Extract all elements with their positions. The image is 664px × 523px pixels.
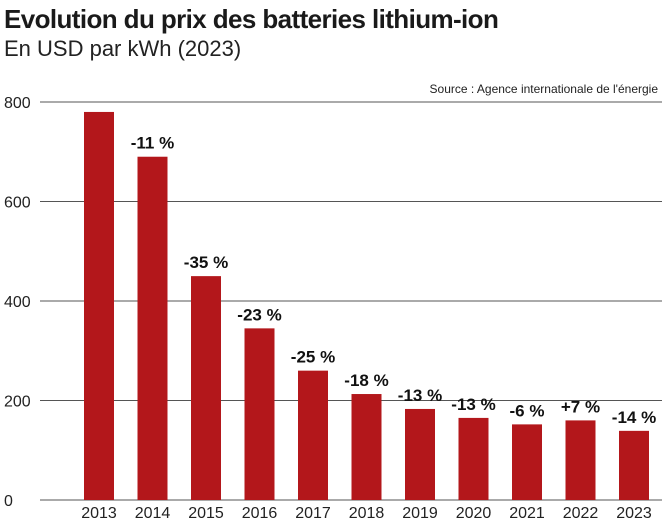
x-tick-label: 2015 xyxy=(188,505,224,522)
bar-2023 xyxy=(619,430,649,500)
chart-subtitle: En USD par kWh (2023) xyxy=(4,36,242,61)
bar-2014 xyxy=(137,156,168,500)
data-label: -35 % xyxy=(184,253,228,272)
data-labels: -11 % -35 % -23 % -25 % -18 % -13 % -13 % -6 % +… xyxy=(131,134,656,427)
bar-2020 xyxy=(458,417,489,500)
bar-2018 xyxy=(351,394,382,500)
data-label: -13 % xyxy=(398,386,442,405)
x-tick-label: 2023 xyxy=(616,505,652,522)
x-tick-label: 2019 xyxy=(402,505,438,522)
bar-2021 xyxy=(512,424,542,500)
bar-2013 xyxy=(84,111,114,500)
chart-title: Evolution du prix des batteries lithium-… xyxy=(4,4,499,34)
y-axis-ticks: 0 200 400 600 800 xyxy=(4,95,31,510)
x-tick-label: 2014 xyxy=(135,505,171,522)
x-tick-label: 2018 xyxy=(349,505,385,522)
bars xyxy=(84,111,649,500)
bar-2015 xyxy=(191,276,221,500)
x-tick-label: 2022 xyxy=(563,505,599,522)
data-label: -25 % xyxy=(291,348,335,367)
x-axis-ticks: 2013 2014 2015 2016 2017 2018 2019 2020 2021 2022… xyxy=(81,505,652,522)
bar-2022 xyxy=(565,420,596,500)
data-label: -23 % xyxy=(237,305,281,324)
x-tick-label: 2013 xyxy=(81,505,117,522)
x-tick-label: 2017 xyxy=(295,505,331,522)
data-label: -11 % xyxy=(131,134,174,153)
bar-2017 xyxy=(298,370,328,500)
x-tick-label: 2020 xyxy=(456,505,492,522)
data-label: -13 % xyxy=(451,395,495,414)
x-tick-label: 2021 xyxy=(509,505,545,522)
bar-2016 xyxy=(244,328,275,500)
data-label: -14 % xyxy=(612,408,656,427)
y-tick-label: 800 xyxy=(4,95,31,112)
y-tick-label: 0 xyxy=(4,493,13,510)
data-label: -18 % xyxy=(344,371,388,390)
x-tick-label: 2016 xyxy=(242,505,278,522)
y-tick-label: 200 xyxy=(4,394,31,411)
data-label: +7 % xyxy=(561,397,600,416)
bar-2019 xyxy=(405,408,435,500)
chart-source: Source : Agence internationale de l'éner… xyxy=(429,82,658,96)
y-tick-label: 600 xyxy=(4,195,31,212)
data-label: -6 % xyxy=(510,401,545,420)
y-tick-label: 400 xyxy=(4,294,31,311)
